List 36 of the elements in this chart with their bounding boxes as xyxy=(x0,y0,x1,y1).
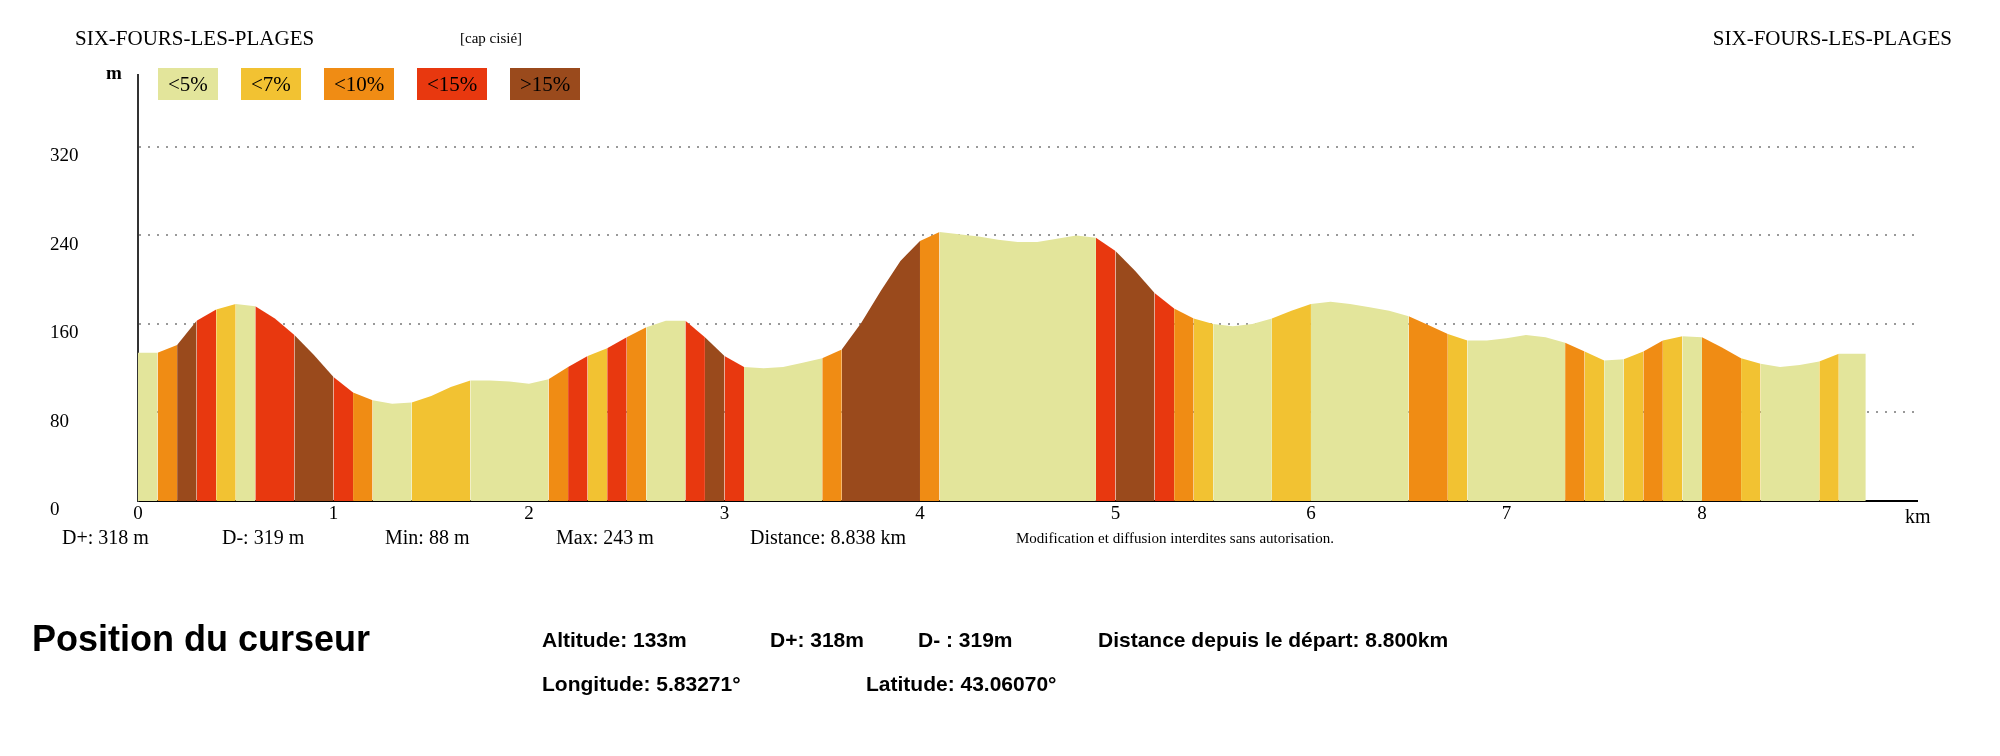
x-tick-label: 1 xyxy=(328,502,339,524)
text: Longitude: 5.83271° xyxy=(542,672,741,696)
text: Modification et diffusion interdites sans autorisation. xyxy=(1016,530,1335,547)
x-tick-label: 7 xyxy=(1501,502,1512,524)
text: <7% xyxy=(241,68,301,100)
y-tick-label: 160 xyxy=(50,321,79,343)
x-tick-label: 3 xyxy=(719,502,730,524)
x-tick-label: 2 xyxy=(524,502,534,524)
text: >15% xyxy=(510,68,581,100)
text: Latitude: 43.06070° xyxy=(866,672,1057,696)
text: Position du curseur xyxy=(32,618,371,660)
text: [cap cisié] xyxy=(460,30,523,47)
chart-title: SIX-FOURS-LES-PLAGES xyxy=(75,26,315,51)
text: <15% xyxy=(417,68,488,100)
y-tick-label: 320 xyxy=(50,144,79,166)
text: Min: 88 m xyxy=(385,526,470,549)
y-tick-label: 80 xyxy=(50,409,69,431)
x-tick-label: 8 xyxy=(1697,502,1707,524)
y-tick-label: 240 xyxy=(50,232,79,254)
text: <10% xyxy=(324,68,395,100)
text: SIX-FOURS-LES-PLAGES xyxy=(1712,26,1952,51)
text: Max: 243 m xyxy=(556,526,654,549)
x-tick-label: 4 xyxy=(915,502,926,524)
text: D- : 319m xyxy=(918,628,1013,652)
text: D+: 318m xyxy=(770,628,864,652)
text: D+: 318 m xyxy=(62,526,149,549)
text: Distance depuis le départ: 8.800km xyxy=(1098,628,1449,652)
text: <5% xyxy=(158,68,218,100)
x-tick-label: 6 xyxy=(1306,502,1316,524)
x-axis-title: km xyxy=(1905,505,1931,528)
x-tick-label: 5 xyxy=(1110,502,1121,524)
text: Altitude: 133m xyxy=(542,628,687,652)
y-axis-title: m xyxy=(106,62,122,84)
x-tick-label: 0 xyxy=(133,502,143,524)
text: D-: 319 m xyxy=(222,526,305,549)
text: Distance: 8.838 km xyxy=(750,526,907,549)
